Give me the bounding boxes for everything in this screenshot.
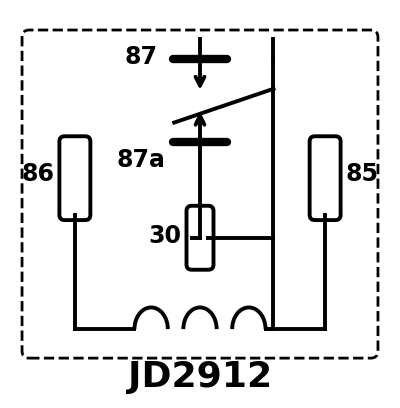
Text: 87: 87	[124, 45, 157, 69]
FancyBboxPatch shape	[310, 136, 341, 220]
Text: 30: 30	[149, 224, 182, 248]
Text: 87a: 87a	[116, 148, 165, 172]
FancyBboxPatch shape	[59, 136, 90, 220]
Text: JD2912: JD2912	[128, 360, 272, 394]
Text: 86: 86	[22, 162, 55, 186]
FancyBboxPatch shape	[186, 206, 214, 270]
Text: 85: 85	[345, 162, 378, 186]
